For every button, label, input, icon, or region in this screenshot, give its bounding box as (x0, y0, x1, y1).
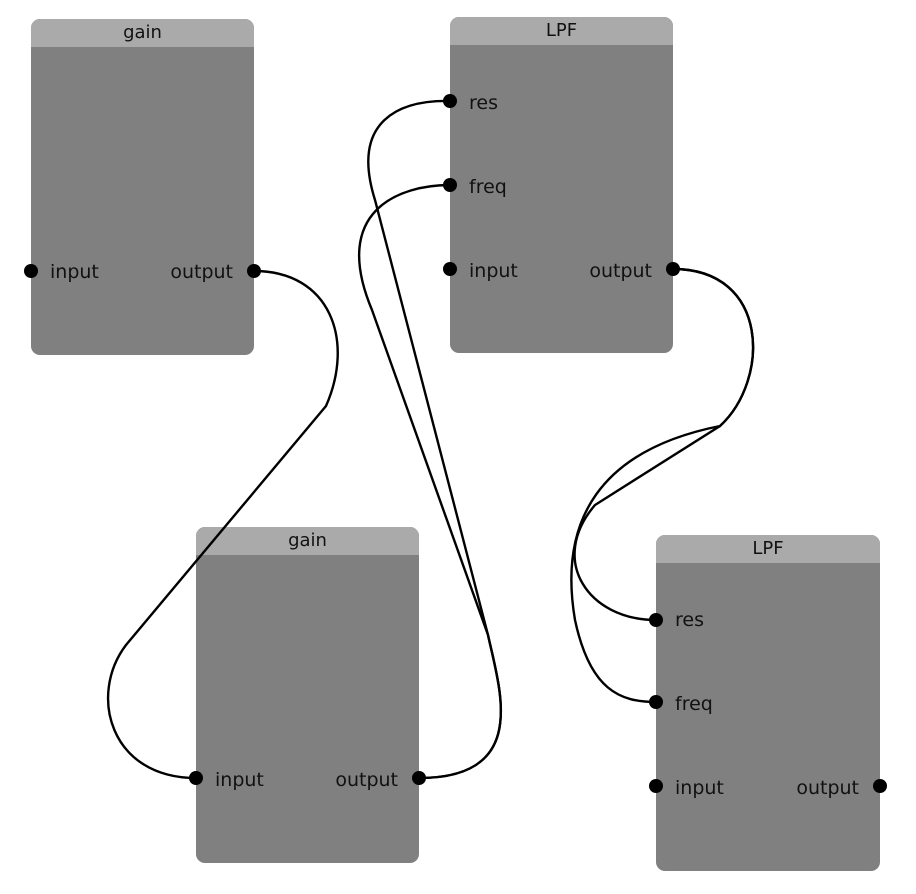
gain-node-1[interactable]: gain input output (31, 19, 254, 355)
port-label-input: input (675, 777, 724, 799)
port-label-res: res (675, 609, 704, 631)
port-label-res: res (469, 92, 498, 114)
port-label-input: input (469, 260, 518, 282)
node-title[interactable]: LPF (656, 535, 880, 563)
port-label-freq: freq (675, 693, 713, 715)
node-title[interactable]: gain (196, 527, 419, 555)
port-label-input: input (50, 261, 99, 283)
lpf-node-2[interactable]: LPF res freq input output (656, 535, 880, 871)
node-title[interactable]: LPF (450, 17, 673, 45)
port-label-output: output (170, 261, 233, 283)
gain-node-2[interactable]: gain input output (196, 527, 419, 863)
port-label-freq: freq (469, 176, 507, 198)
port-label-output: output (335, 769, 398, 791)
port-label-output: output (589, 260, 652, 282)
node-title[interactable]: gain (31, 19, 254, 47)
port-label-input: input (215, 769, 264, 791)
lpf-node-1[interactable]: LPF res freq input output (450, 17, 673, 353)
port-label-output: output (796, 777, 859, 799)
